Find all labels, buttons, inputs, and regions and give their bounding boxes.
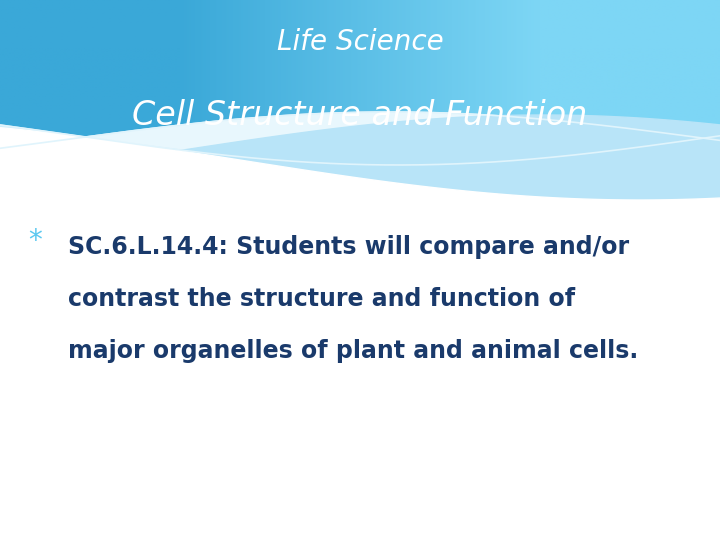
Bar bbox=[0, 235, 720, 540]
Text: major organelles of plant and animal cells.: major organelles of plant and animal cel… bbox=[68, 339, 638, 363]
Text: Cell Structure and Function: Cell Structure and Function bbox=[132, 98, 588, 132]
Text: contrast the structure and function of: contrast the structure and function of bbox=[68, 287, 575, 311]
Text: SC.6.L.14.4: Students will compare and/or: SC.6.L.14.4: Students will compare and/o… bbox=[68, 235, 629, 259]
Text: Life Science: Life Science bbox=[276, 28, 444, 56]
Polygon shape bbox=[0, 125, 720, 245]
Polygon shape bbox=[0, 127, 720, 540]
Text: *: * bbox=[28, 227, 42, 255]
Polygon shape bbox=[0, 112, 720, 250]
Polygon shape bbox=[0, 115, 720, 220]
